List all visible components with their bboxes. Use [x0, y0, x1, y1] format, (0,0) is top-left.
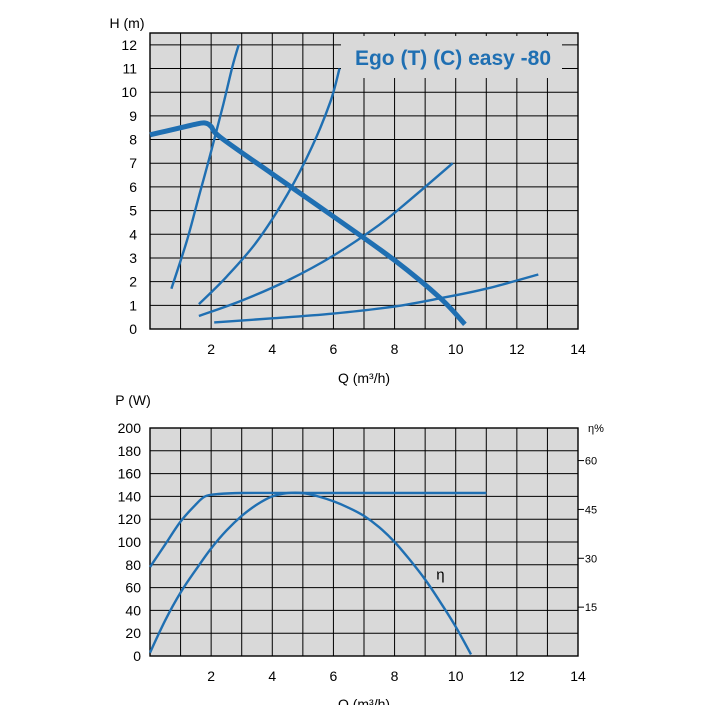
x-tick-label: 12 — [509, 668, 525, 684]
x-tick-label: 12 — [509, 341, 525, 357]
y-tick-label: 12 — [121, 37, 137, 53]
x-tick-label: 2 — [207, 341, 215, 357]
y-tick-label: 160 — [118, 466, 142, 482]
plot-frame — [149, 32, 579, 330]
title-box-background — [341, 36, 562, 78]
system-curve-line — [198, 68, 341, 305]
y-tick-label: 0 — [133, 648, 141, 664]
system-curve-line — [198, 162, 454, 318]
efficiency-annotation: η — [436, 567, 444, 584]
y-tick-label: 10 — [121, 84, 137, 100]
y-tick-label: 0 — [129, 321, 137, 337]
x-axis-title: Q (m³/h) — [338, 696, 390, 705]
y-axis-title: P (W) — [115, 392, 151, 408]
pump-curve-line — [149, 120, 467, 327]
y-tick-label: 1 — [129, 297, 137, 313]
y-tick-label: 5 — [129, 203, 137, 219]
y-tick-label: 3 — [129, 250, 137, 266]
y2-tick-label: 45 — [585, 504, 597, 516]
x-axis-title: Q (m³/h) — [338, 370, 390, 386]
y-tick-label: 2 — [129, 274, 137, 290]
y2-tick-label: 15 — [585, 602, 597, 614]
y-tick-label: 11 — [122, 61, 137, 77]
y-axis-title: H (m) — [110, 15, 145, 31]
x-tick-label: 6 — [330, 341, 338, 357]
y-tick-label: 8 — [129, 132, 137, 148]
y2-tick-label: 60 — [585, 456, 597, 468]
x-tick-label: 8 — [391, 341, 399, 357]
x-tick-label: 4 — [268, 341, 276, 357]
y-tick-label: 9 — [129, 108, 137, 124]
x-tick-label: 10 — [448, 341, 464, 357]
system-curve-line — [214, 273, 539, 324]
y2-axis-title: η% — [588, 423, 604, 435]
y-tick-label: 20 — [125, 625, 141, 641]
x-tick-label: 8 — [391, 668, 399, 684]
y-tick-label: 40 — [125, 602, 141, 618]
x-tick-label: 2 — [207, 668, 215, 684]
chart-title: Ego (T) (C) easy -80 — [355, 47, 551, 70]
y-tick-label: 140 — [118, 488, 142, 504]
power-curve-line — [148, 491, 487, 568]
title-box: Ego (T) (C) easy -80 — [341, 36, 562, 78]
system-curve-line — [170, 44, 240, 290]
x-tick-label: 6 — [330, 668, 338, 684]
y-tick-label: 60 — [125, 580, 141, 596]
y-tick-label: 200 — [118, 420, 142, 436]
y-tick-label: 180 — [118, 443, 142, 459]
y-tick-label: 4 — [129, 226, 137, 242]
efficiency-curve-line — [148, 491, 473, 655]
y2-tick-label: 30 — [585, 553, 597, 565]
y-tick-label: 120 — [118, 511, 142, 527]
x-tick-label: 10 — [448, 668, 464, 684]
y-tick-label: 80 — [125, 557, 141, 573]
x-tick-label: 14 — [570, 341, 586, 357]
y-tick-label: 6 — [129, 179, 137, 195]
x-tick-label: 4 — [268, 668, 276, 684]
x-tick-label: 14 — [570, 668, 586, 684]
plot-frame — [149, 427, 579, 657]
y-tick-label: 7 — [129, 155, 137, 171]
y-tick-label: 100 — [118, 534, 142, 550]
